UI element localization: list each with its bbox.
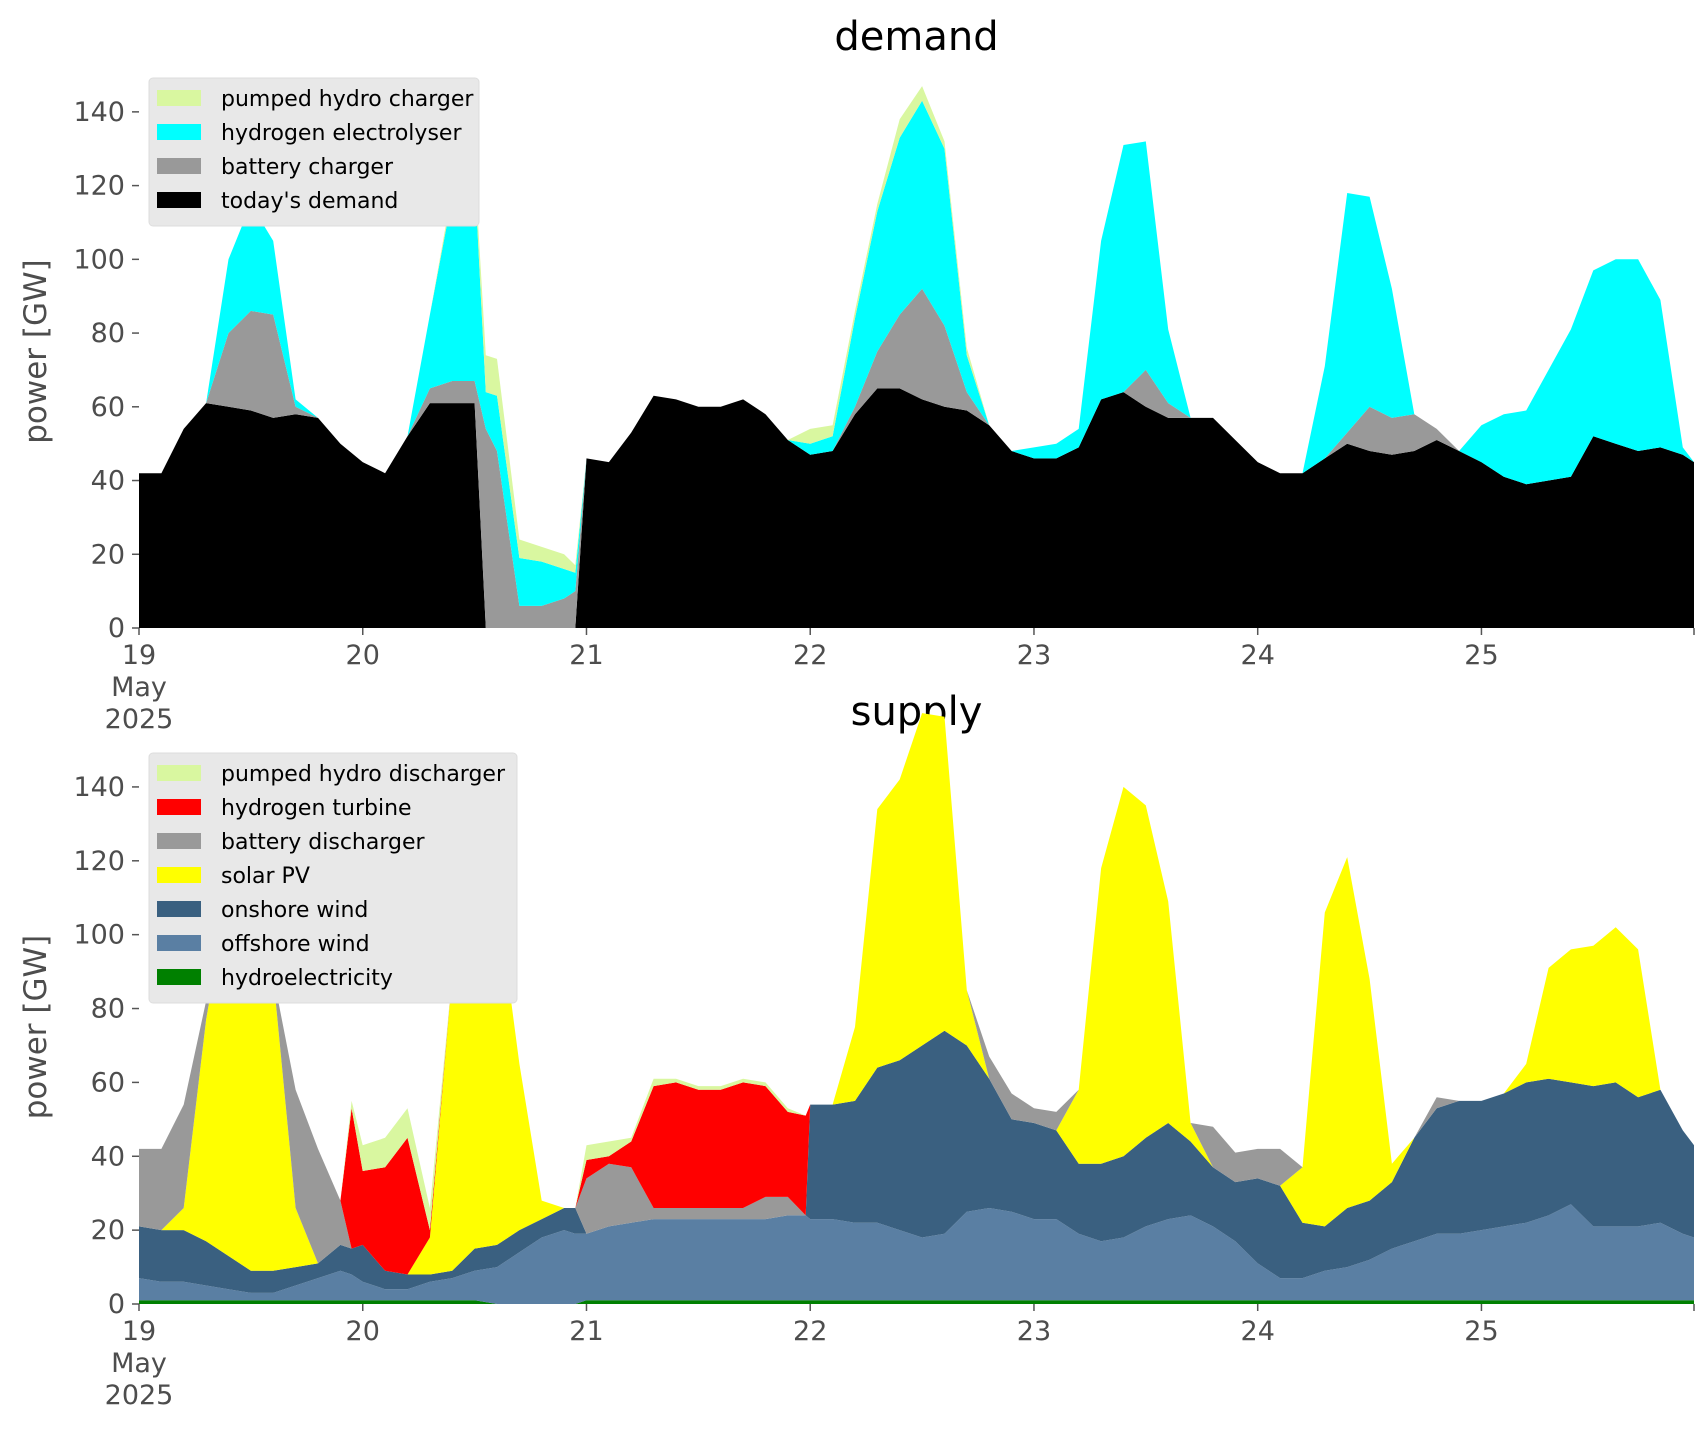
- area-today-s-demand: [139, 388, 1694, 628]
- x-tick-label: 23: [1017, 640, 1051, 671]
- legend-swatch-pumped-hydro-charger: [157, 90, 201, 106]
- x-tick-label: 25: [1464, 640, 1498, 671]
- x-tick-label: 20: [346, 1316, 380, 1347]
- y-tick-label: 80: [91, 994, 125, 1025]
- area-layers: [139, 713, 1694, 1304]
- x-tick-label: 24: [1241, 640, 1275, 671]
- y-tick-label: 60: [91, 1067, 125, 1098]
- y-tick-label: 40: [91, 1141, 125, 1172]
- x-tick-label: May: [111, 672, 167, 703]
- area-hydrogen-electrolyser: [139, 100, 1694, 606]
- y-tick-label: 0: [108, 613, 125, 644]
- legend-swatch-battery-charger: [157, 158, 201, 174]
- area-offshore-wind: [139, 1204, 1694, 1304]
- area-solar-pv: [139, 713, 1694, 1275]
- legend-label: onshore wind: [221, 898, 368, 923]
- y-axis-label: power [GW]: [18, 935, 54, 1120]
- x-tick-label: 20: [346, 640, 380, 671]
- y-tick-label: 80: [91, 318, 125, 349]
- y-tick-label: 140: [73, 97, 125, 128]
- legend: pumped hydro charger hydrogen electrolyse…: [148, 77, 480, 227]
- legend-swatch-hydrogen-turbine: [157, 799, 201, 815]
- legend-label: solar PV: [221, 864, 310, 889]
- y-tick-label: 120: [73, 846, 125, 877]
- x-tick-label: 24: [1241, 1316, 1275, 1347]
- legend-swatch-battery-discharger: [157, 833, 201, 849]
- legend-swatch-offshore-wind: [157, 935, 201, 951]
- area-hydroelectricity: [139, 1300, 1694, 1304]
- legend: pumped hydro discharger hydrogen turbine b…: [148, 752, 518, 1004]
- x-tick-label: 2025: [105, 1380, 174, 1411]
- legend-swatch-hydroelectricity: [157, 969, 201, 985]
- x-tick-label: 22: [793, 640, 827, 671]
- y-tick-label: 0: [108, 1289, 125, 1320]
- legend-label: battery discharger: [221, 830, 426, 855]
- area-layers: [139, 86, 1694, 628]
- legend-label: hydrogen electrolyser: [221, 121, 462, 146]
- y-axis: 0 20 40 60 80 100 120 140: [73, 772, 139, 1320]
- legend-swatch-today-s-demand: [157, 192, 201, 208]
- legend-label: pumped hydro charger: [221, 87, 474, 112]
- legend-label: pumped hydro discharger: [221, 762, 506, 787]
- y-tick-label: 140: [73, 772, 125, 803]
- x-tick-label: 2025: [105, 704, 174, 735]
- y-tick-label: 20: [91, 1215, 125, 1246]
- x-tick-label: 21: [569, 640, 603, 671]
- x-tick-label: 19: [122, 1316, 156, 1347]
- y-axis-label: power [GW]: [18, 259, 54, 444]
- chart-title: supply: [851, 689, 983, 735]
- y-tick-label: 20: [91, 539, 125, 570]
- y-tick-label: 60: [91, 392, 125, 423]
- y-tick-label: 100: [73, 244, 125, 275]
- x-tick-label: 25: [1464, 1316, 1498, 1347]
- legend-label: offshore wind: [221, 932, 370, 957]
- y-tick-label: 40: [91, 466, 125, 497]
- y-tick-label: 120: [73, 171, 125, 202]
- legend-label: hydrogen turbine: [221, 796, 412, 821]
- x-tick-label: 22: [793, 1316, 827, 1347]
- x-tick-label: 19: [122, 640, 156, 671]
- legend-label: battery charger: [221, 155, 394, 180]
- area-onshore-wind: [139, 1030, 1694, 1293]
- legend-label: hydroelectricity: [221, 966, 393, 991]
- legend-swatch-onshore-wind: [157, 901, 201, 917]
- x-tick-label: 21: [569, 1316, 603, 1347]
- legend-swatch-pumped-hydro-discharger: [157, 765, 201, 781]
- x-tick-label: May: [111, 1348, 167, 1379]
- legend-swatch-solar-pv: [157, 867, 201, 883]
- y-tick-label: 100: [73, 920, 125, 951]
- legend-label: today's demand: [221, 189, 398, 214]
- x-tick-label: 23: [1017, 1316, 1051, 1347]
- area-battery-charger: [139, 288, 1694, 628]
- legend-box: [148, 752, 518, 1004]
- chart-title: demand: [834, 14, 998, 60]
- y-axis: 0 20 40 60 80 100 120 140: [73, 97, 139, 644]
- legend-swatch-hydrogen-electrolyser: [157, 124, 201, 140]
- legend-box: [148, 77, 480, 227]
